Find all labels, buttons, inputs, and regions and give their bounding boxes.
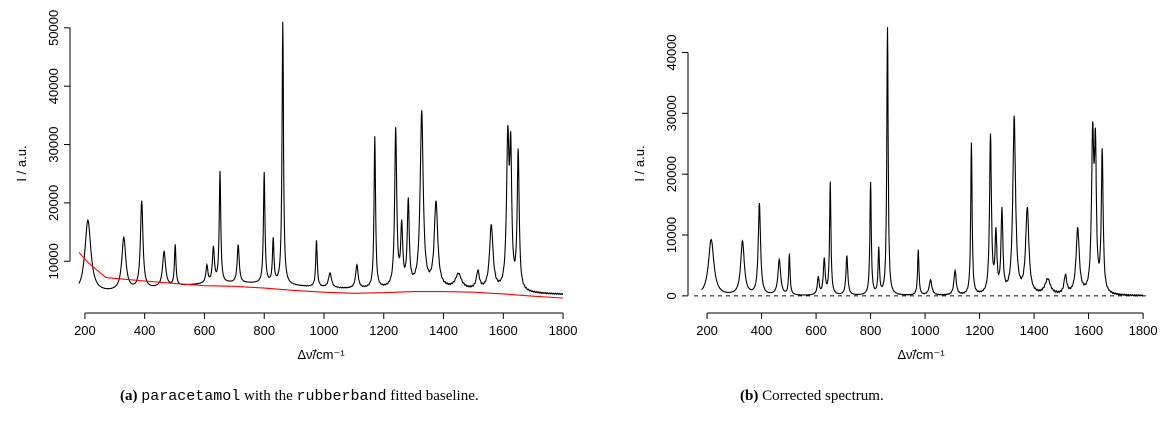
spectrum-line	[701, 27, 1144, 297]
x-tick-label: 800	[860, 323, 882, 338]
y-tick-label: 30000	[664, 95, 679, 131]
baseline-line	[78, 252, 564, 299]
x-tick-label: 1000	[310, 323, 339, 338]
x-tick-label: 400	[751, 323, 773, 338]
x-tick-label: 1800	[1129, 323, 1158, 338]
y-tick-label: 20000	[664, 156, 679, 192]
y-tick-label: 40000	[46, 68, 61, 104]
y-axis-title: I / a.u.	[14, 145, 29, 181]
caption-b: (b) Corrected spectrum.	[740, 388, 884, 404]
x-tick-label: 600	[805, 323, 827, 338]
x-tick-label: 600	[194, 323, 216, 338]
y-axis-title: I / a.u.	[632, 145, 647, 181]
x-tick-label: 400	[134, 323, 156, 338]
x-tick-label: 1400	[429, 323, 458, 338]
x-tick-label: 1000	[911, 323, 940, 338]
caption-a: (a) paracetamol with the rubberband fitt…	[120, 388, 479, 405]
y-tick-label: 30000	[46, 126, 61, 162]
y-tick-label: 20000	[46, 185, 61, 221]
x-tick-label: 800	[253, 323, 275, 338]
x-tick-label: 200	[74, 323, 96, 338]
spectrum-line	[78, 21, 564, 296]
x-tick-label: 1600	[489, 323, 518, 338]
x-axis-title: Δν̃/cm⁻¹	[897, 347, 945, 362]
y-tick-label: 0	[664, 292, 679, 299]
x-axis-title: Δν̃/cm⁻¹	[297, 347, 345, 362]
x-tick-label: 1600	[1074, 323, 1103, 338]
x-tick-label: 1200	[369, 323, 398, 338]
y-tick-label: 10000	[664, 217, 679, 253]
x-tick-label: 1200	[965, 323, 994, 338]
x-tick-label: 200	[696, 323, 718, 338]
y-tick-label: 10000	[46, 243, 61, 279]
y-tick-label: 50000	[46, 10, 61, 46]
x-tick-label: 1800	[549, 323, 578, 338]
x-tick-label: 1400	[1020, 323, 1049, 338]
y-tick-label: 40000	[664, 34, 679, 70]
